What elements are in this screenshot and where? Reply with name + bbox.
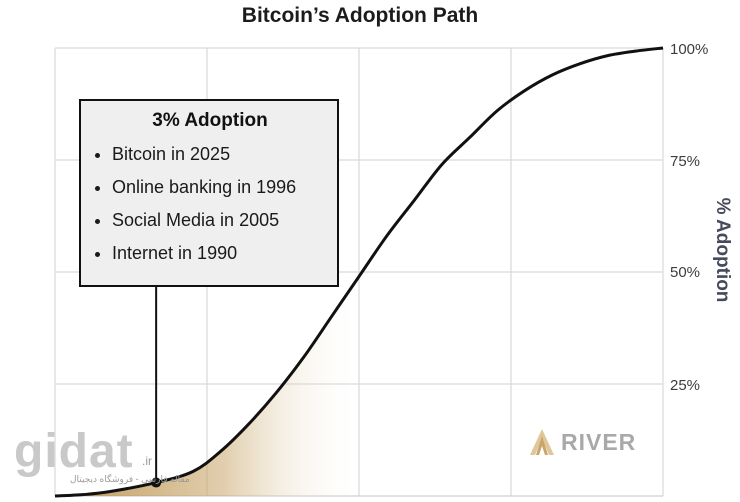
- chart-title: Bitcoin’s Adoption Path: [241, 4, 479, 27]
- callout-item: Social Media in 2005: [112, 208, 325, 241]
- watermark-word: gidat: [14, 425, 134, 478]
- adoption-shaded-area: [55, 271, 363, 496]
- y-tick-label-25: 25%: [670, 377, 701, 394]
- callout-list: Bitcoin in 2025 Online banking in 1996 S…: [95, 142, 325, 274]
- callout-item: Internet in 1990: [112, 241, 325, 274]
- brand-name: RIVER: [561, 428, 637, 455]
- y-tick-label-50: 50%: [670, 264, 701, 281]
- y-tick-label-75: 75%: [670, 153, 701, 170]
- y-axis-label-text: % Adoption: [712, 197, 733, 303]
- watermark-tagline: مقاله فارسی - فروشگاه دیجیتال: [70, 474, 190, 484]
- adoption-curve-line: [54, 46, 664, 498]
- y-tick-label-100: 100%: [670, 41, 709, 58]
- highlight-point: [151, 477, 162, 488]
- callout-item: Online banking in 1996: [112, 175, 325, 208]
- watermark-tld: .ir: [142, 454, 152, 468]
- river-mountain-logo-icon: [530, 429, 554, 455]
- callout-item: Bitcoin in 2025: [112, 142, 325, 175]
- watermark: gidat .ir مقاله فارسی - فروشگاه دیجیتال: [14, 424, 190, 488]
- river-brand: RIVER: [529, 427, 636, 457]
- adoption-callout: 3% Adoption Bitcoin in 2025 Online banki…: [79, 99, 339, 287]
- callout-title: 3% Adoption: [152, 110, 268, 131]
